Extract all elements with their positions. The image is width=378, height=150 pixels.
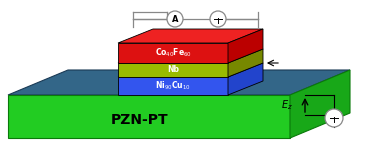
Polygon shape bbox=[118, 77, 228, 95]
Polygon shape bbox=[8, 95, 290, 138]
Polygon shape bbox=[228, 49, 263, 77]
Text: $E_z$: $E_z$ bbox=[281, 98, 293, 112]
Text: Ni$_{90}$Cu$_{10}$: Ni$_{90}$Cu$_{10}$ bbox=[155, 80, 191, 92]
Text: PZN-PT: PZN-PT bbox=[111, 113, 169, 127]
Text: A: A bbox=[172, 15, 178, 24]
Polygon shape bbox=[290, 70, 350, 138]
Polygon shape bbox=[228, 63, 263, 95]
Circle shape bbox=[210, 11, 226, 27]
Circle shape bbox=[167, 11, 183, 27]
Circle shape bbox=[325, 109, 343, 127]
Text: Nb: Nb bbox=[167, 66, 179, 75]
Polygon shape bbox=[118, 49, 263, 63]
Polygon shape bbox=[8, 70, 350, 95]
Text: Co$_{40}$Fe$_{60}$: Co$_{40}$Fe$_{60}$ bbox=[155, 47, 192, 59]
Polygon shape bbox=[228, 29, 263, 63]
Polygon shape bbox=[118, 63, 263, 77]
Polygon shape bbox=[118, 43, 228, 63]
Polygon shape bbox=[118, 29, 263, 43]
Polygon shape bbox=[118, 63, 228, 77]
